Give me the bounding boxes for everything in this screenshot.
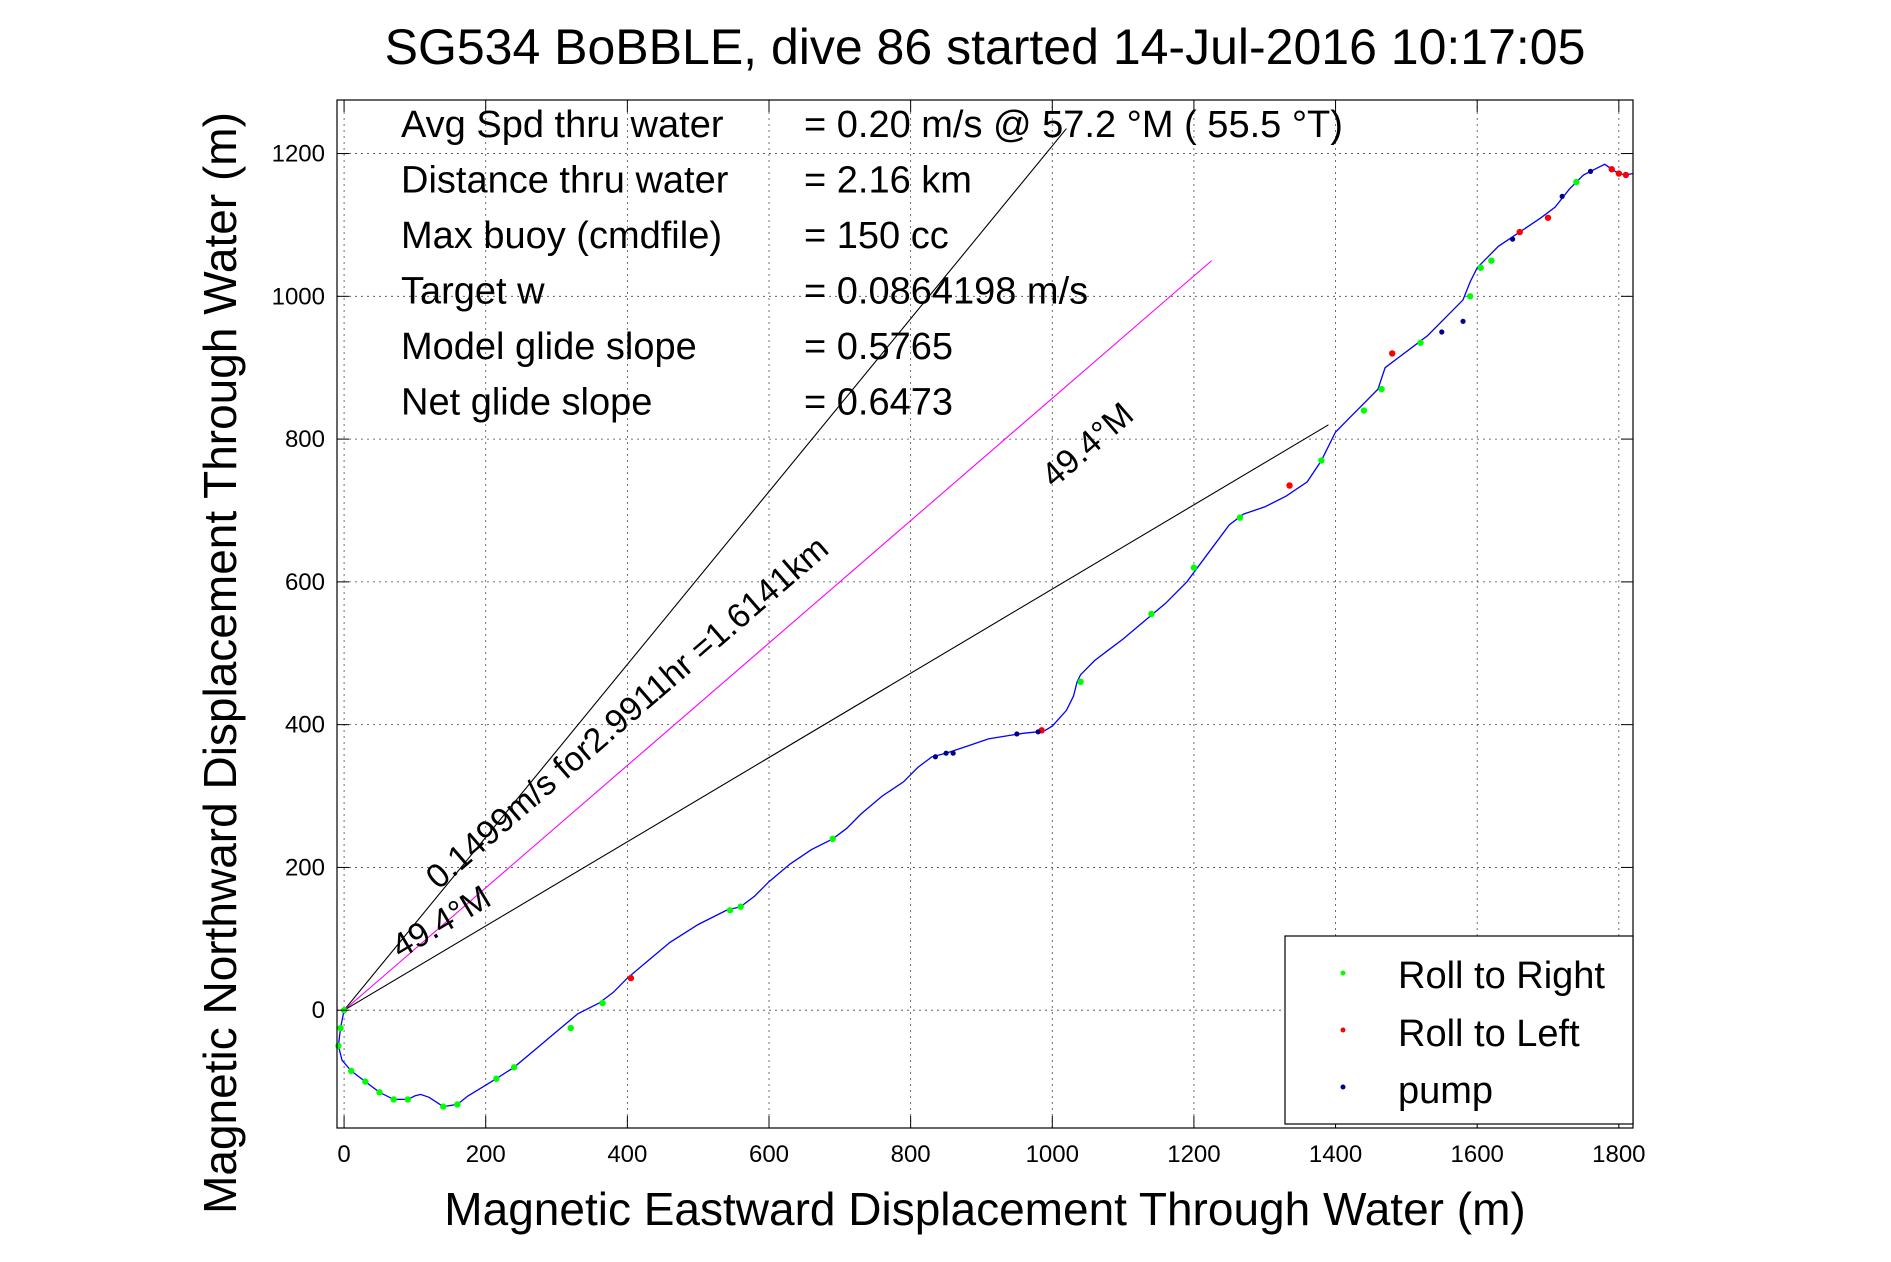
reference-line-3 — [343, 424, 1329, 1011]
stat-value: = 0.20 m/s @ 57.2 °M ( 55.5 °T) — [804, 104, 1343, 146]
roll-right-marker — [1417, 339, 1424, 346]
roll-right-marker — [440, 1103, 447, 1110]
x-tick-label: 0 — [337, 1141, 350, 1168]
legend-label-pump: pump — [1398, 1070, 1493, 1112]
stat-label: Target w — [401, 271, 545, 313]
stat-value: = 0.6473 — [804, 382, 953, 424]
roll-right-marker — [726, 907, 734, 914]
stat-value: = 0.0864198 m/s — [804, 271, 1088, 313]
y-tick-label: 1000 — [272, 283, 325, 310]
roll-right-marker — [1573, 178, 1580, 186]
roll-right-marker — [390, 1096, 397, 1103]
roll-right-marker — [335, 1042, 342, 1050]
stat-value: = 0.5765 — [804, 326, 953, 368]
stat-label: Distance thru water — [401, 160, 729, 202]
roll-left-marker — [1622, 171, 1630, 179]
stat-value: = 2.16 km — [804, 160, 972, 202]
pump-marker — [1559, 193, 1565, 199]
pump-marker — [932, 754, 939, 760]
pump-marker — [943, 750, 949, 756]
stat-label: Avg Spd thru water — [401, 104, 724, 146]
roll-right-marker — [347, 1067, 355, 1075]
y-tick-label: 1200 — [272, 141, 325, 168]
x-tick-label: 1200 — [1167, 1141, 1220, 1168]
y-tick-label: 600 — [285, 569, 325, 596]
stat-value: = 150 cc — [804, 215, 949, 257]
chart-title: SG534 BoBBLE, dive 86 started 14-Jul-201… — [385, 19, 1586, 75]
roll-right-marker — [1466, 293, 1474, 300]
y-tick-label: 800 — [285, 426, 325, 453]
roll-left-marker — [1286, 482, 1293, 489]
x-tick-label: 400 — [607, 1141, 647, 1168]
roll-right-marker — [493, 1075, 500, 1082]
roll-right-marker — [362, 1078, 369, 1085]
stat-label: Model glide slope — [401, 326, 697, 368]
pump-marker — [950, 750, 956, 756]
y-axis-label: Magnetic Northward Displacement Through … — [194, 112, 246, 1214]
roll-right-marker — [1477, 264, 1484, 271]
roll-right-marker — [1190, 564, 1198, 571]
legend-label-roll-right: Roll to Right — [1398, 955, 1605, 997]
roll-right-marker — [337, 1024, 344, 1032]
pump-marker — [1035, 729, 1041, 735]
x-tick-label: 1400 — [1309, 1141, 1362, 1168]
axis-ticks: 0 200 400 600 800 1000 1200 1400 1600 1800 0 200 400… — [272, 100, 1646, 1168]
roll-right-marker — [599, 999, 606, 1007]
roll-left-marker — [1544, 214, 1552, 221]
roll-left-marker — [1389, 350, 1396, 357]
roll-right-marker — [510, 1064, 518, 1071]
y-tick-label: 400 — [285, 712, 325, 739]
roll-right-marker — [1077, 678, 1084, 686]
x-tick-label: 600 — [749, 1141, 789, 1168]
roll-right-marker — [404, 1096, 412, 1103]
pump-marker — [1439, 329, 1445, 335]
grid-lines — [337, 100, 1633, 1128]
pump-marker — [1587, 168, 1594, 174]
roll-right-marker — [1148, 610, 1155, 618]
legend: Roll to Right Roll to Left pump — [1284, 935, 1634, 1125]
stat-label: Net glide slope — [401, 382, 652, 424]
roll-right-marker — [567, 1024, 574, 1032]
roll-left-marker — [1615, 170, 1623, 177]
roll-left-marker — [1608, 166, 1615, 173]
roll-right-marker — [454, 1101, 461, 1108]
legend-marker-pump — [1340, 1084, 1346, 1090]
x-tick-label: 800 — [891, 1141, 931, 1168]
x-axis-label: Magnetic Eastward Displacement Through W… — [444, 1183, 1525, 1235]
stat-label: Max buoy (cmdfile) — [401, 215, 722, 257]
stats-block: Avg Spd thru water = 0.20 m/s @ 57.2 °M (… — [401, 104, 1343, 424]
x-tick-label: 1000 — [1026, 1141, 1079, 1168]
reference-line-2 — [343, 260, 1212, 1011]
pump-marker — [1460, 318, 1466, 324]
roll-left-marker — [627, 974, 635, 982]
roll-left-marker — [1516, 228, 1523, 236]
roll-right-marker — [1318, 457, 1325, 464]
legend-label-roll-left: Roll to Left — [1398, 1013, 1580, 1055]
legend-marker-roll-right — [1340, 970, 1346, 976]
roll-right-marker — [1236, 514, 1244, 521]
plot-frame — [336, 99, 1634, 1129]
reference-line-1 — [343, 128, 1067, 1011]
roll-right-marker — [829, 835, 836, 843]
x-tick-label: 200 — [466, 1141, 506, 1168]
legend-marker-roll-left — [1340, 1027, 1346, 1033]
x-tick-label: 1800 — [1592, 1141, 1645, 1168]
x-tick-label: 1600 — [1451, 1141, 1504, 1168]
pump-marker — [1510, 236, 1516, 242]
heading-annotation-upper: 49.4°M — [1034, 395, 1141, 494]
pump-marker — [1014, 731, 1020, 737]
y-tick-label: 0 — [312, 997, 325, 1024]
y-tick-label: 200 — [285, 854, 325, 881]
roll-right-marker — [1360, 407, 1368, 414]
roll-right-marker — [1488, 257, 1495, 264]
roll-right-marker — [1378, 385, 1385, 393]
roll-right-marker — [376, 1089, 383, 1096]
roll-right-marker — [737, 903, 744, 910]
reference-lines — [343, 128, 1329, 1011]
